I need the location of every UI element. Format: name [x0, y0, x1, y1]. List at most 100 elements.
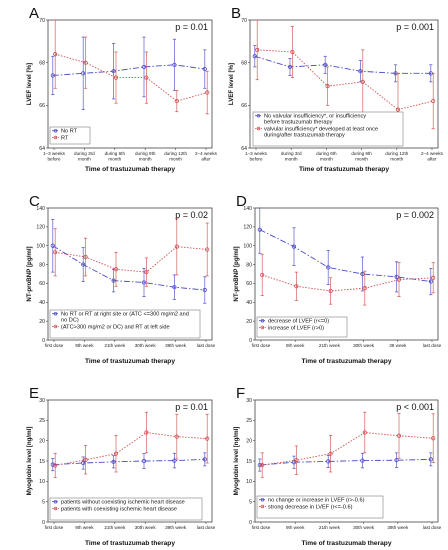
x-tick-label: month: [108, 156, 121, 161]
legend: No valvular insufficiency*, or insuffici…: [252, 111, 404, 147]
data-point: [287, 64, 293, 70]
legend-label: decrease of LVEF (r<=0): [268, 319, 329, 325]
series-line: [52, 245, 205, 291]
x-tick-label: month: [139, 156, 152, 161]
legend-swatch-marker: [53, 499, 58, 504]
x-tick-label: 30th week: [135, 525, 157, 530]
y-axis-label: LVEF level [%]: [228, 63, 235, 105]
x-tick-label: 30th week: [353, 525, 375, 530]
series-line: [259, 458, 431, 466]
legend-box: [252, 111, 404, 147]
data-point: [111, 69, 116, 74]
data-point: [83, 60, 88, 65]
x-axis-label: Time of trastuzumab therapy: [301, 358, 391, 365]
panel-letter: C: [29, 193, 40, 210]
y-tick-label: 5: [42, 499, 45, 505]
y-tick-label: 10: [246, 479, 252, 485]
data-point: [81, 71, 86, 76]
p-value: p = 0.002: [396, 210, 434, 220]
data-point: [255, 47, 260, 52]
data-point: [174, 434, 179, 439]
data-point: [111, 278, 116, 283]
legend-label: valvular insufficiency* developed at lea…: [264, 126, 378, 132]
data-point: [205, 90, 210, 95]
y-tick-label: 64: [39, 146, 45, 152]
series-line: [262, 432, 434, 466]
data-point: [257, 227, 262, 232]
legend-label: no change or increase in LVEF (r>-0.6): [268, 498, 365, 504]
x-tick-label: last dose: [423, 525, 442, 530]
data-point: [326, 459, 331, 464]
data-point: [358, 69, 363, 74]
data-point: [141, 64, 147, 70]
data-point: [252, 54, 257, 59]
x-tick-label: month: [285, 156, 298, 161]
x-tick-label: 30th week: [353, 343, 375, 348]
legend-label: before trastuzumab therapy: [264, 120, 333, 126]
x-tick-label: month: [355, 156, 368, 161]
legend-label: patients with coexisting ischemic heart …: [61, 506, 177, 512]
data-point: [174, 244, 179, 249]
x-tick-label: during 3rd: [281, 151, 302, 156]
data-point: [202, 287, 207, 293]
legend-label: No RT or RT at right site or (ATC <=300 …: [61, 312, 189, 318]
data-point: [428, 279, 433, 284]
x-axis-label: Time of trastuzumab therapy: [85, 540, 175, 547]
data-point: [172, 458, 177, 463]
data-point: [360, 271, 365, 277]
x-tick-label: before: [249, 156, 262, 161]
x-tick-label: 9th week: [286, 343, 305, 348]
data-point: [202, 457, 207, 462]
x-tick-label: 21th week: [104, 343, 126, 348]
data-point: [81, 460, 86, 466]
x-tick-label: 39th week: [165, 343, 187, 348]
data-point: [394, 274, 399, 279]
data-point: [396, 433, 402, 438]
legend-label: patients without coexisting ischemic hea…: [61, 500, 185, 506]
legend-swatch-marker: [256, 113, 261, 118]
x-tick-label: 39th week: [165, 525, 187, 530]
legend-label: RT: [61, 135, 69, 141]
data-point: [141, 280, 147, 285]
x-tick-label: first dose: [252, 343, 271, 348]
y-tick-label: 80: [39, 262, 45, 268]
data-point: [260, 272, 265, 278]
y-tick-label: 20: [39, 438, 45, 444]
x-tick-label: during 6th: [105, 151, 126, 156]
data-point: [394, 458, 399, 463]
data-point: [362, 430, 367, 435]
x-tick-label: 21th week: [319, 525, 341, 530]
y-axis-label: Myoglobin level [ng/ml]: [26, 427, 33, 496]
data-point: [290, 49, 295, 55]
y-tick-label: 15: [246, 459, 252, 465]
x-tick-label: before: [47, 156, 60, 161]
x-tick-label: 30th week: [135, 343, 157, 348]
p-value: p = 0.01: [175, 22, 208, 32]
x-tick-label: last dose: [197, 525, 216, 530]
chart-panel-f: 0 5 10 15 20 25 30 first dose 9th week 21th week 3…: [233, 385, 442, 547]
legend-label: (ATC>300 mg/m2 or DC) and RT at left sid…: [61, 324, 170, 330]
p-value: p = 0.02: [175, 210, 208, 220]
data-point: [205, 436, 210, 441]
legend-swatch-marker: [260, 497, 265, 502]
legend-box: [49, 309, 201, 339]
x-axis-label: Time of trastuzumab therapy: [85, 358, 175, 365]
y-tick-label: 120: [243, 225, 252, 231]
chart-panel-d: 0 20 40 60 80 100 120 140 first dose 9th week 21th…: [233, 193, 442, 365]
x-tick-label: 9th week: [75, 343, 94, 348]
x-tick-label: 21th week: [319, 343, 341, 348]
y-tick-label: 100: [243, 244, 252, 250]
panel-letter: B: [231, 5, 241, 22]
panel-letter: A: [29, 5, 39, 22]
y-tick-label: 25: [246, 418, 252, 424]
x-axis-label: Time of trastuzumab therapy: [299, 166, 389, 173]
data-point: [53, 463, 58, 468]
plot-frame: [249, 19, 439, 149]
legend-box: [49, 497, 203, 521]
series-line: [259, 229, 431, 282]
data-point: [113, 75, 119, 80]
x-tick-label: during 9th: [135, 151, 156, 156]
